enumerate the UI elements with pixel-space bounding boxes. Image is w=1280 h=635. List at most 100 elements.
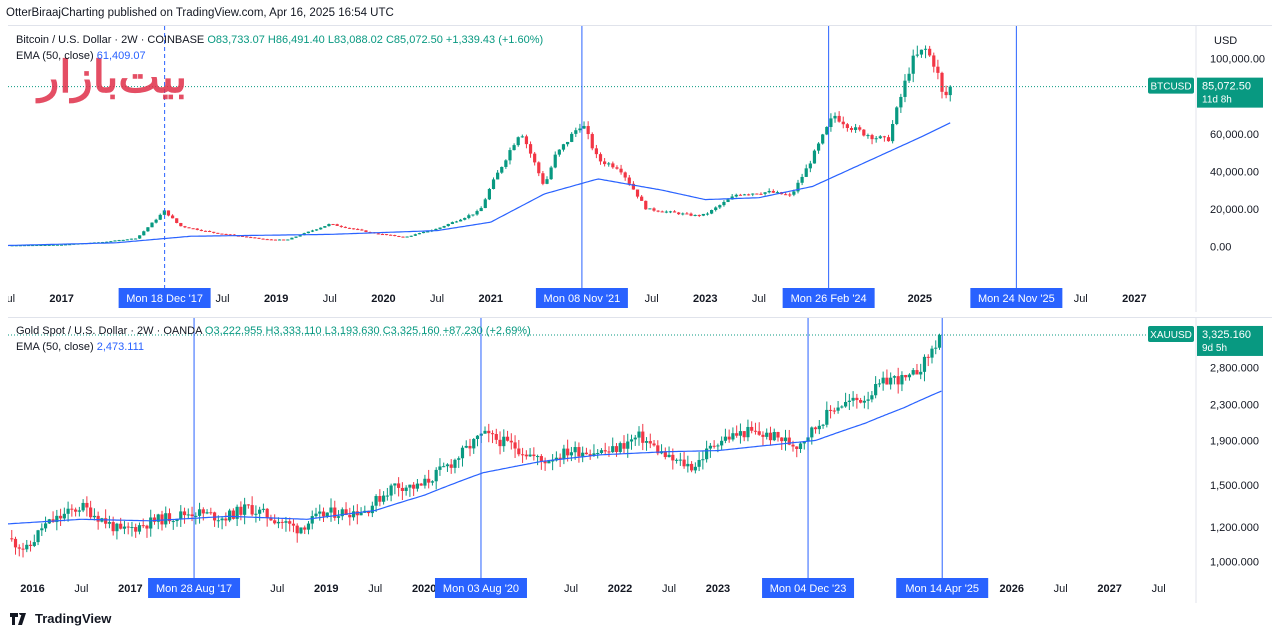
candle-body [286,239,290,241]
date-marker-bg [118,288,211,308]
candle-body [269,239,273,241]
candle-body [644,200,648,210]
candle-body [697,214,701,216]
y-tick-label: 2,300.000 [1210,399,1259,411]
candle-body [68,244,72,246]
candle-body [314,229,319,231]
candle-body [524,136,529,145]
date-marker-label: Mon 26 Feb '24 [791,293,867,305]
candle-body [314,513,318,517]
candle-body [408,484,412,488]
candle-body [464,445,468,448]
candle-body [306,231,310,234]
btc-chart[interactable]: USD 0.00 20,000.00 40,000.00 60,000.00 100,00… [1,26,1272,312]
candle-body [870,395,874,400]
candle-body [714,207,718,211]
candle-body [603,450,607,452]
candle-body [224,518,228,521]
candle-body [808,163,812,169]
gold-chart[interactable]: USD1,000.0001,200.0001,500.0001,900.0002… [7,318,1272,603]
candle-body [471,214,475,216]
footer-brand[interactable]: TradingView [10,611,111,626]
candle-body [107,522,112,524]
candle-body [186,514,190,516]
candle-body [537,162,541,174]
x-tick-label: Jul [564,583,578,595]
candle-body [738,431,743,436]
candle-body [709,210,714,214]
candle-body [877,383,882,385]
candle-body [841,121,845,125]
candle-body [220,518,224,521]
candle-body [862,400,866,403]
candle-body [896,376,900,385]
x-tick-label: 2027 [1122,293,1146,305]
candle-body [160,514,164,525]
candle-body [374,496,378,506]
candle-body [446,223,450,227]
candle-body [199,229,203,231]
candle-body [895,107,899,125]
candle-body [586,126,590,135]
candle-body [126,526,130,528]
candle-body [907,374,912,378]
candle-body [352,228,356,230]
candle-body [21,548,25,550]
candle-body [249,237,253,239]
candle-body [496,172,500,180]
candle-body [55,515,59,523]
candle-body [660,211,664,213]
candle-body [183,226,187,228]
candle-body [934,347,938,349]
countdown: 9d 5h [1202,343,1227,354]
btc-change: +1,339.43 (+1.60%) [445,34,544,46]
candle-body [765,432,769,437]
candle-body [261,508,266,510]
candle-body [581,452,585,457]
candle-body [528,144,533,154]
candle-body [356,229,360,231]
candle-body [891,124,895,142]
candle-body [269,517,273,521]
candle-body [594,148,598,155]
candle-body [866,135,870,137]
candle-body [596,453,600,455]
candle-body [306,523,311,530]
candle-body [404,487,408,491]
candle-body [635,189,640,197]
candle-body [652,443,656,446]
candle-body [89,507,93,518]
candle-body [611,446,615,453]
candle-body [490,433,495,435]
candle-body [261,238,265,240]
candle-body [889,377,893,385]
candle-body [343,226,347,228]
candle-body [791,444,795,447]
candle-body [545,179,549,184]
candle-body [656,445,660,454]
x-tick-label: 2020 [412,583,436,595]
candle-body [755,193,759,195]
candle-body [427,478,431,483]
price-tag: 85,072.50 [1202,81,1251,93]
candle-body [693,466,697,471]
candle-body [751,193,755,195]
candle-body [727,436,731,440]
candle-body [475,435,480,440]
candle-body [212,512,217,521]
candle-body [911,55,915,74]
x-tick-label: Jul [323,293,337,305]
candle-body [449,464,453,468]
candle-body [886,137,891,142]
candle-body [294,236,298,238]
candle-body [847,400,851,402]
candle-body [66,508,70,514]
candle-body [874,384,878,396]
candle-body [197,509,202,516]
candle-body [152,517,157,522]
candle-body [825,409,829,425]
candle-body [549,167,553,180]
x-tick-label: Jul [1152,583,1166,595]
candle-body [547,460,551,464]
candle-body [280,521,284,523]
